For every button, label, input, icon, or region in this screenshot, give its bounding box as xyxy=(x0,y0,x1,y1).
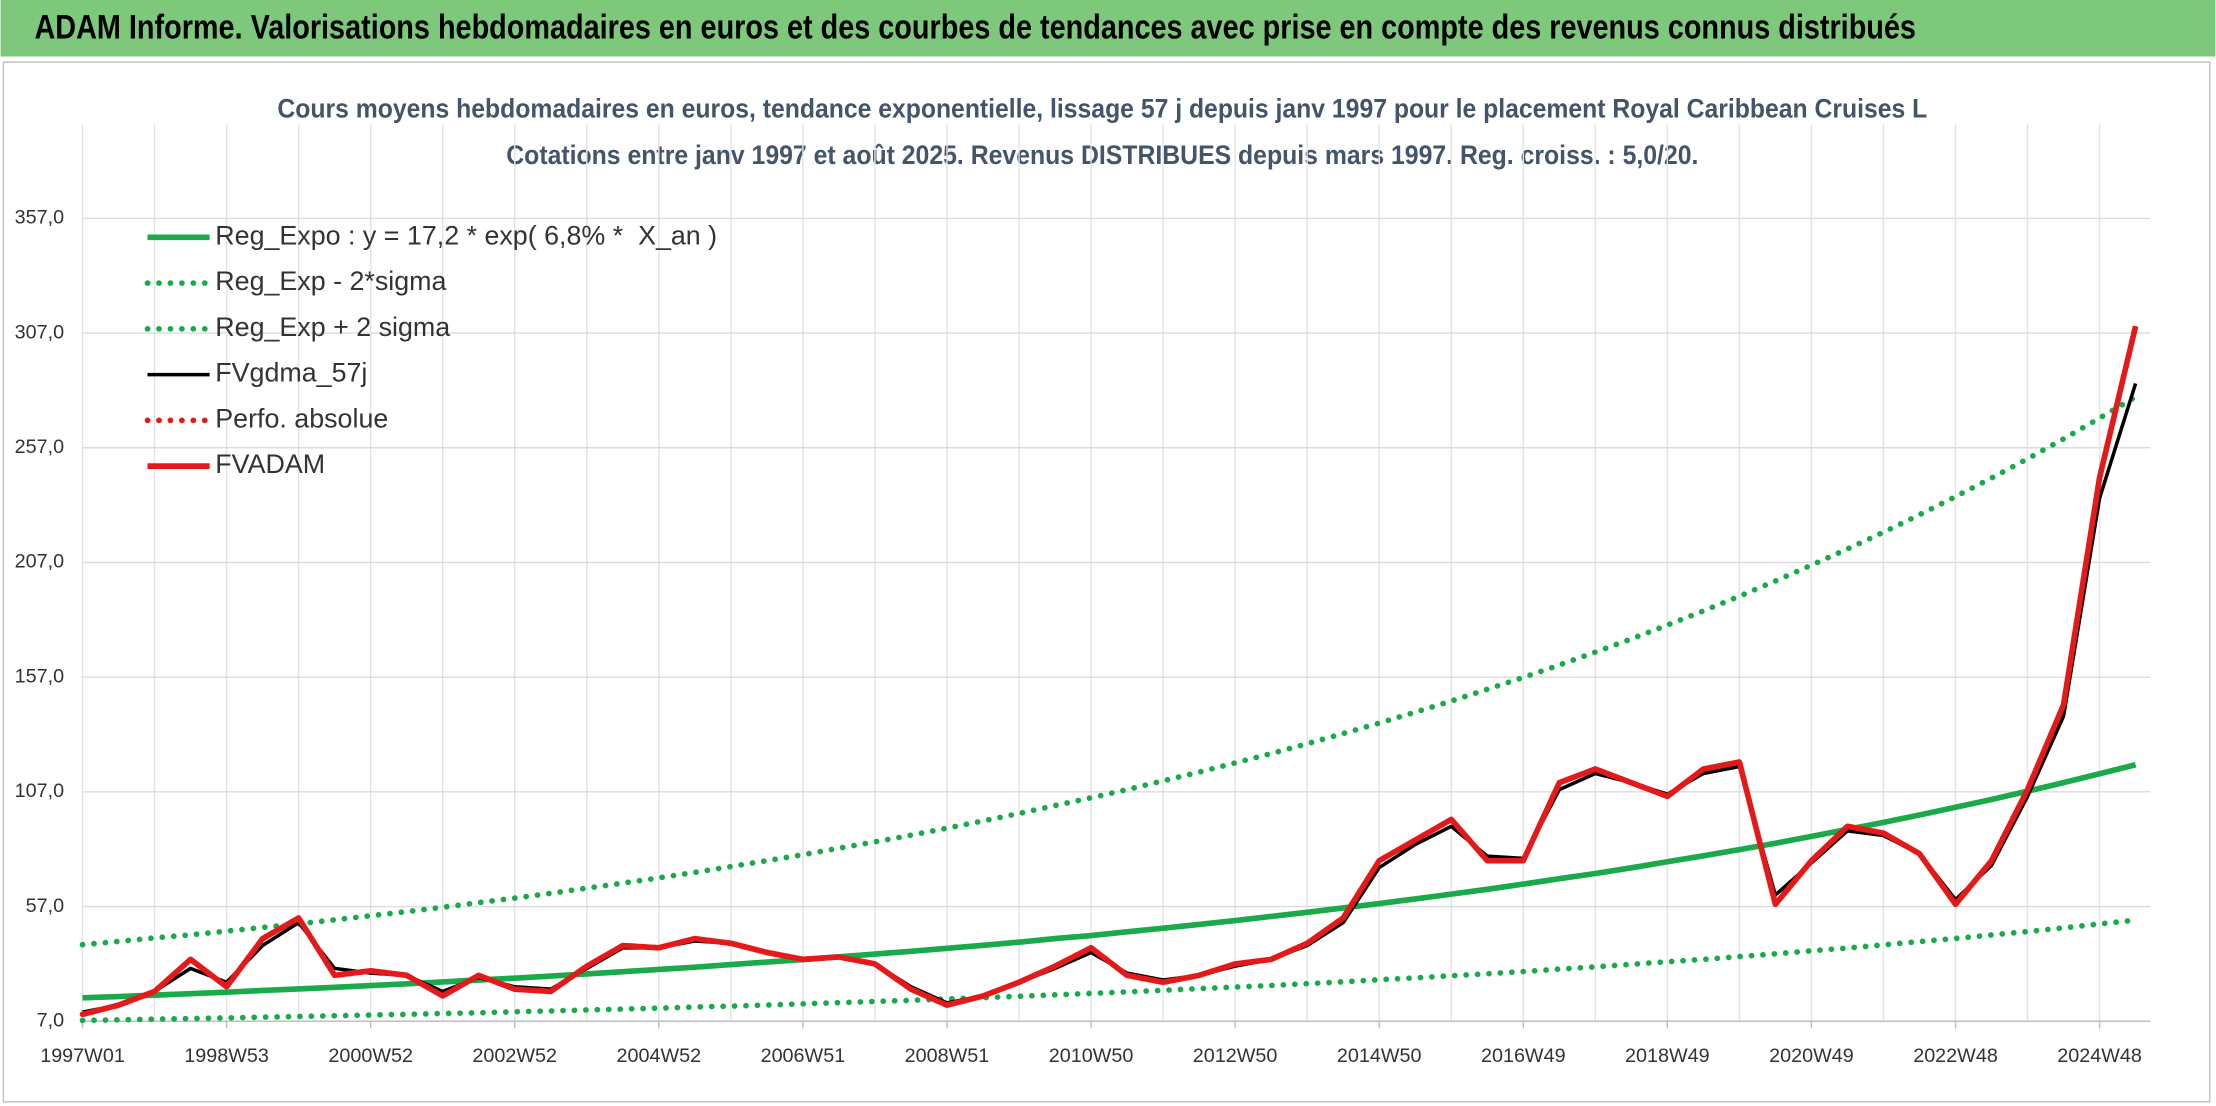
series-line xyxy=(79,917,2139,1024)
legend-label: FVgdma_57j xyxy=(215,358,367,388)
legend-label: FVADAM xyxy=(215,449,325,479)
y-tick-label: 7,0 xyxy=(37,1009,64,1031)
x-tick-label: 2008W51 xyxy=(905,1045,990,1067)
x-tick-label: 2024W48 xyxy=(2057,1045,2142,1067)
x-tick-label: 2004W52 xyxy=(617,1045,702,1067)
series-line xyxy=(79,393,2139,948)
x-tick-label: 2016W49 xyxy=(1481,1045,1566,1067)
x-tick-label: 1998W53 xyxy=(184,1045,269,1067)
x-tick-label: 2006W51 xyxy=(761,1045,846,1067)
x-tick-label: 2002W52 xyxy=(472,1045,557,1067)
legend-label: Reg_Exp - 2*sigma xyxy=(215,266,446,296)
header-bar xyxy=(0,0,2216,57)
chart-subtitle: Cotations entre janv 1997 et août 2025. … xyxy=(506,140,1698,170)
x-tick-label: 2000W52 xyxy=(328,1045,413,1067)
y-tick-label: 307,0 xyxy=(15,321,64,343)
series-line xyxy=(82,382,2138,1014)
x-tick-label: 2022W48 xyxy=(1913,1045,1998,1067)
x-tick-label: 2020W49 xyxy=(1769,1045,1854,1067)
y-tick-label: 107,0 xyxy=(15,780,64,802)
header-title: ADAM Informe. Valorisations hebdomadaire… xyxy=(34,9,1915,47)
x-tick-label: 2010W50 xyxy=(1049,1045,1134,1067)
series-line xyxy=(81,325,2139,1018)
y-tick-label: 257,0 xyxy=(15,436,64,458)
x-tick-label: 2014W50 xyxy=(1337,1045,1422,1067)
legend-label: Perfo. absolue xyxy=(215,403,388,433)
y-tick-label: 157,0 xyxy=(15,665,64,687)
chart-title: Cours moyens hebdomadaires en euros, ten… xyxy=(277,93,1927,123)
legend-label: Reg_Exp + 2 sigma xyxy=(215,312,450,342)
x-tick-label: 2018W49 xyxy=(1625,1045,1710,1067)
chart-frame xyxy=(2,61,2211,1103)
y-tick-label: 357,0 xyxy=(15,207,64,229)
legend-label: Reg_Expo : y = 17,2 * exp( 6,8% * X_an ) xyxy=(215,220,717,250)
y-tick-label: 57,0 xyxy=(26,895,64,917)
x-tick-label: 2012W50 xyxy=(1193,1045,1278,1067)
x-tick-label: 1997W01 xyxy=(40,1045,125,1067)
y-tick-label: 207,0 xyxy=(15,551,64,573)
